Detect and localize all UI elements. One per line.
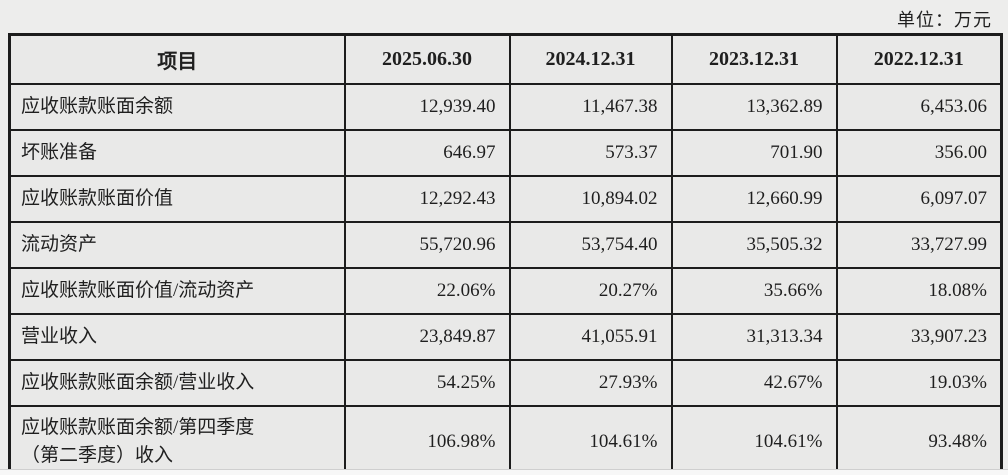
table-cell: 12,660.99	[670, 175, 838, 223]
unit-label: 单位：万元	[897, 10, 992, 30]
row-label: 应收账款账面价值	[8, 175, 346, 223]
table-cell: 573.37	[508, 129, 673, 177]
table-cell: 27.93%	[508, 359, 673, 407]
table-cell: 22.06%	[343, 267, 511, 315]
column-header-2024-12-31: 2024.12.31	[508, 33, 673, 85]
table-cell: 356.00	[835, 129, 1003, 177]
table-cell: 6,097.07	[835, 175, 1003, 223]
table-row: 应收账款账面价值 12,292.43 10,894.02 12,660.99 6…	[8, 175, 1003, 223]
table-cell: 35.66%	[670, 267, 838, 315]
table-cell: 12,292.43	[343, 175, 511, 223]
table-cell: 93.48%	[835, 405, 1003, 475]
table-cell: 106.98%	[343, 405, 511, 475]
row-label: 营业收入	[8, 313, 346, 361]
table-row: 营业收入 23,849.87 41,055.91 31,313.34 33,90…	[8, 313, 1003, 361]
table-cell: 11,467.38	[508, 83, 673, 131]
column-header-item: 项目	[8, 33, 346, 85]
column-header-2023-12-31: 2023.12.31	[670, 33, 838, 85]
table-cell: 104.61%	[508, 405, 673, 475]
table-row: 应收账款账面价值/流动资产 22.06% 20.27% 35.66% 18.08…	[8, 267, 1003, 315]
table-cell: 12,939.40	[343, 83, 511, 131]
table-cell: 42.67%	[670, 359, 838, 407]
table-cell: 31,313.34	[670, 313, 838, 361]
financial-table: 项目 2025.06.30 2024.12.31 2023.12.31 2022…	[8, 33, 1003, 475]
table-row: 坏账准备 646.97 573.37 701.90 356.00	[8, 129, 1003, 177]
table-cell: 33,727.99	[835, 221, 1003, 269]
table-cell: 6,453.06	[835, 83, 1003, 131]
table-cell: 19.03%	[835, 359, 1003, 407]
row-label: 应收账款账面价值/流动资产	[8, 267, 346, 315]
row-label: 流动资产	[8, 221, 346, 269]
table-cell: 20.27%	[508, 267, 673, 315]
table-row: 应收账款账面余额/第四季度 （第二季度）收入 106.98% 104.61% 1…	[8, 405, 1003, 475]
header-row: 项目 2025.06.30 2024.12.31 2023.12.31 2022…	[8, 33, 1003, 85]
table-row: 流动资产 55,720.96 53,754.40 35,505.32 33,72…	[8, 221, 1003, 269]
row-label: 应收账款账面余额	[8, 83, 346, 131]
table-cell: 10,894.02	[508, 175, 673, 223]
table-header: 项目 2025.06.30 2024.12.31 2023.12.31 2022…	[8, 33, 1003, 85]
table-row: 应收账款账面余额 12,939.40 11,467.38 13,362.89 6…	[8, 83, 1003, 131]
table-cell: 41,055.91	[508, 313, 673, 361]
table-row: 应收账款账面余额/营业收入 54.25% 27.93% 42.67% 19.03…	[8, 359, 1003, 407]
table-cell: 18.08%	[835, 267, 1003, 315]
column-header-2022-12-31: 2022.12.31	[835, 33, 1003, 85]
table-cell: 54.25%	[343, 359, 511, 407]
table-cell: 23,849.87	[343, 313, 511, 361]
column-header-2025-06-30: 2025.06.30	[343, 33, 511, 85]
table-cell: 55,720.96	[343, 221, 511, 269]
table-body: 应收账款账面余额 12,939.40 11,467.38 13,362.89 6…	[8, 83, 1003, 475]
table-cell: 53,754.40	[508, 221, 673, 269]
page-bottom-edge	[0, 469, 1008, 475]
table-cell: 701.90	[670, 129, 838, 177]
table-cell: 33,907.23	[835, 313, 1003, 361]
table-cell: 13,362.89	[670, 83, 838, 131]
row-label: 坏账准备	[8, 129, 346, 177]
row-label: 应收账款账面余额/第四季度 （第二季度）收入	[8, 405, 346, 475]
table-cell: 646.97	[343, 129, 511, 177]
row-label: 应收账款账面余额/营业收入	[8, 359, 346, 407]
table-cell: 35,505.32	[670, 221, 838, 269]
table-cell: 104.61%	[670, 405, 838, 475]
